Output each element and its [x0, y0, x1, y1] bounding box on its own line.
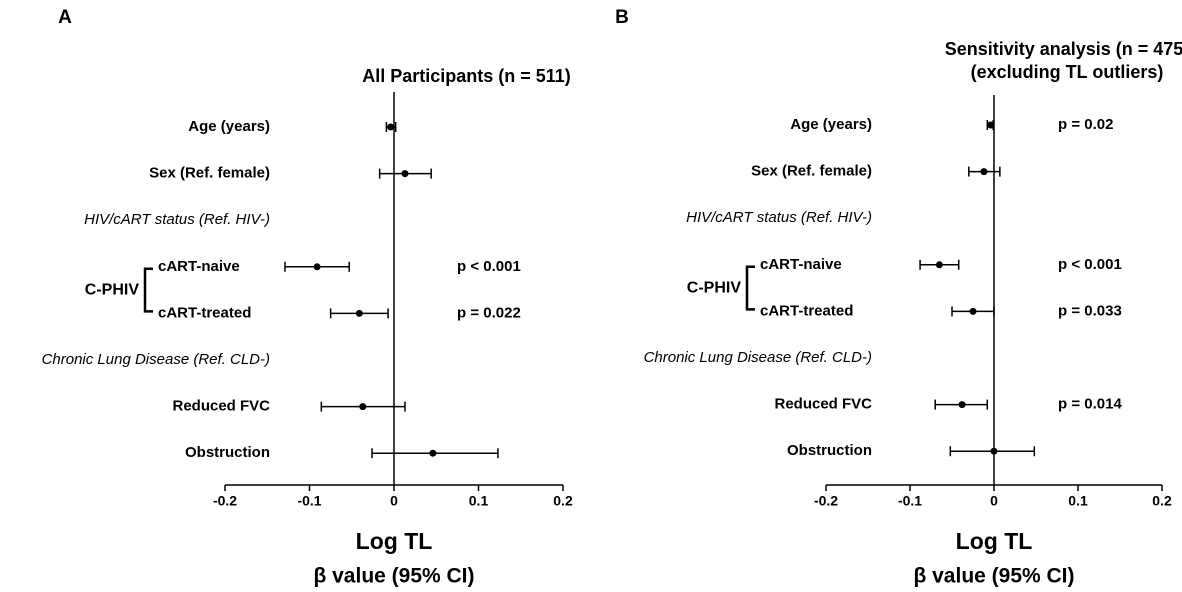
- row-label: Chronic Lung Disease (Ref. CLD-): [42, 351, 270, 368]
- x-tick-label: 0.1: [469, 493, 489, 509]
- estimate-point: [429, 449, 437, 457]
- x-tick-label: 0: [390, 493, 398, 509]
- group-bracket: [143, 267, 153, 313]
- row-label: HIV/cART status (Ref. HIV-): [686, 209, 872, 226]
- x-tick-label: 0: [990, 493, 998, 509]
- estimate-point: [969, 307, 977, 315]
- row-label: Obstruction: [787, 442, 872, 459]
- estimate-point: [359, 403, 367, 411]
- row-label: Sex (Ref. female): [149, 165, 270, 182]
- chart-title: Sensitivity analysis (n = 475): [945, 39, 1182, 59]
- p-value: p = 0.02: [1058, 116, 1113, 133]
- row-label: Obstruction: [185, 444, 270, 461]
- x-tick-label: -0.2: [814, 493, 838, 509]
- x-tick-label: -0.2: [213, 493, 237, 509]
- row-label: Reduced FVC: [774, 396, 872, 413]
- row-label: Age (years): [790, 116, 872, 133]
- row-label: cART-treated: [158, 304, 251, 321]
- x-axis-title: β value (95% CI): [913, 565, 1074, 588]
- x-tick-label: -0.1: [898, 493, 922, 509]
- estimate-point: [313, 263, 321, 271]
- row-label: Age (years): [188, 118, 270, 135]
- p-value: p < 0.001: [1058, 256, 1122, 273]
- x-tick-label: 0.2: [553, 493, 573, 509]
- estimate-point: [355, 309, 363, 317]
- group-label: C-PHIV: [85, 281, 140, 298]
- p-value: p = 0.022: [457, 304, 521, 321]
- estimate-point: [987, 121, 995, 129]
- p-value: p = 0.014: [1058, 396, 1122, 413]
- x-tick-label: 0.2: [1152, 493, 1172, 509]
- chart-title: All Participants (n = 511): [362, 66, 571, 86]
- p-value: p < 0.001: [457, 258, 521, 275]
- group-label: C-PHIV: [687, 279, 742, 296]
- row-label: HIV/cART status (Ref. HIV-): [84, 211, 270, 228]
- chart-title: (excluding TL outliers): [971, 62, 1164, 82]
- x-tick-label: -0.1: [297, 493, 321, 509]
- estimate-point: [401, 170, 409, 178]
- row-label: cART-treated: [760, 302, 853, 319]
- estimate-point: [980, 168, 988, 176]
- x-axis-title: Log TL: [356, 528, 433, 554]
- estimate-point: [387, 123, 395, 131]
- group-bracket: [745, 265, 755, 311]
- row-label: cART-naive: [760, 256, 842, 273]
- estimate-point: [958, 401, 966, 409]
- x-tick-label: 0.1: [1068, 493, 1088, 509]
- row-label: Sex (Ref. female): [751, 163, 872, 180]
- estimate-point: [990, 447, 998, 455]
- estimate-point: [935, 261, 943, 269]
- x-axis-title: Log TL: [956, 528, 1033, 554]
- p-value: p = 0.033: [1058, 302, 1122, 319]
- row-label: Chronic Lung Disease (Ref. CLD-): [644, 349, 872, 366]
- row-label: cART-naive: [158, 258, 240, 275]
- row-label: Reduced FVC: [172, 398, 270, 415]
- panel-label: A: [58, 7, 72, 28]
- panel-label: B: [615, 7, 629, 28]
- x-axis-title: β value (95% CI): [313, 565, 474, 588]
